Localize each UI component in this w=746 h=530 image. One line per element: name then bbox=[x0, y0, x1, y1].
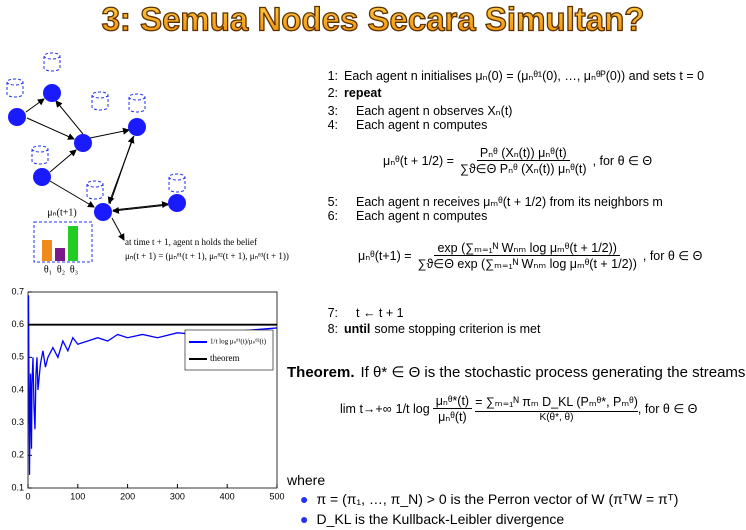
line-text: Each agent n computes bbox=[356, 209, 488, 223]
limit: lim t→+∞ bbox=[340, 401, 392, 416]
fraction: Pₙᶿ (Xₙ(t)) μₙᶿ(t) ∑ϑ∈Θ Pₙᶿ (Xₙ(t)) μₙᶿ(t… bbox=[457, 145, 590, 176]
line-number: 3: bbox=[327, 104, 338, 118]
line-number: 7: bbox=[327, 306, 338, 320]
sum: = ∑ₘ₌₁ᴺ πₘ D_KL (Pₘᶿ*, Pₘᶿ) bbox=[475, 394, 638, 412]
annotation: at time t + 1, agent n holds the belief bbox=[125, 237, 257, 247]
numerator: μₙᶿ*(t) bbox=[432, 393, 473, 409]
y-tick-label: 0.1 bbox=[11, 482, 24, 492]
where: where bbox=[287, 472, 326, 488]
algorithm-line: 4: Each agent n computes bbox=[300, 118, 488, 132]
algorithm-line: 2: repeat bbox=[300, 86, 386, 100]
bar-label: θ₂ bbox=[57, 264, 65, 275]
bullet: ● D_KL is the Kullback-Leibler divergence bbox=[300, 511, 564, 527]
legend bbox=[184, 329, 274, 371]
line-text: t ← t + 1 bbox=[356, 306, 404, 320]
bullet-text: π = (π₁, …, π_N) > 0 is the Perron vecto… bbox=[316, 491, 679, 507]
line-text: some stopping criterion is met bbox=[374, 322, 541, 336]
equation-condition: , for θ ∈ Θ bbox=[642, 249, 703, 263]
legend-label: 1/t log μₙᶿ¹(t)/μₙᶿ²(t) bbox=[210, 338, 267, 346]
keyword: until bbox=[344, 322, 371, 336]
line-text: Each agent n observes Xₙ(t) bbox=[356, 104, 513, 118]
equation-condition: , for θ ∈ Θ bbox=[637, 402, 698, 416]
y-tick-label: 0.7 bbox=[11, 286, 24, 296]
algorithm-line: 7: t ← t + 1 bbox=[300, 306, 404, 320]
chart: 0.1 0.2 0.3 0.4 0.5 0.6 0.7 0 100 200 300 400 500 1/t… bbox=[11, 286, 284, 501]
line-number: 1: bbox=[327, 69, 338, 83]
bullet-text: D_KL is the Kullback-Leibler divergence bbox=[316, 511, 565, 527]
algorithm-line: 6: Each agent n computes bbox=[300, 209, 488, 223]
theorem: Theorem. If θ* ∈ Θ is the stochastic proc… bbox=[287, 363, 746, 381]
bar-label: θ₁ bbox=[44, 264, 52, 275]
slide-title: 3: Semua Nodes Secara Simultan? bbox=[102, 1, 645, 38]
numerator: Pₙᶿ (Xₙ(t)) μₙᶿ(t) bbox=[476, 145, 570, 161]
factor: 1/t log bbox=[395, 401, 430, 416]
line-number: 5: bbox=[327, 195, 338, 209]
belief-label: μₙ(t+1) bbox=[47, 207, 76, 218]
line-text: Each agent n initialises μₙ(0) = (μₙᶿ¹(0… bbox=[344, 69, 705, 83]
denominator: μₙᶿ(t) bbox=[438, 410, 467, 424]
line-number: 8: bbox=[327, 322, 338, 336]
y-tick-label: 0.3 bbox=[11, 417, 24, 427]
sum-block: = ∑ₘ₌₁ᴺ πₘ D_KL (Pₘᶿ*, Pₘᶿ) K(θ*, θ) bbox=[475, 394, 638, 423]
belief-bar bbox=[42, 240, 52, 261]
x-tick-label: 400 bbox=[220, 491, 235, 501]
x-tick-label: 300 bbox=[170, 491, 185, 501]
algorithm-line: 8: until some stopping criterion is met bbox=[300, 322, 541, 336]
equation: μₙᶿ(t+1) = exp (∑ₘ₌₁ᴺ Wₙₘ log μₘᶿ(t + 1/2… bbox=[358, 240, 702, 271]
theorem-label: Theorem. bbox=[287, 364, 355, 381]
bullet: ● π = (π₁, …, π_N) > 0 is the Perron vect… bbox=[300, 491, 678, 507]
line-number: 2: bbox=[327, 86, 338, 100]
legend-label: theorem bbox=[210, 353, 240, 363]
keyword: repeat bbox=[344, 86, 382, 100]
y-tick-label: 0.6 bbox=[11, 319, 24, 329]
line-text: Each agent n receives μₘᶿ(t + 1/2) from … bbox=[356, 195, 663, 209]
algorithm-line: 3: Each agent n observes Xₙ(t) bbox=[300, 103, 513, 118]
theorem-equation: lim t→+∞ 1/t log μₙᶿ*(t) μₙᶿ(t) = ∑ₘ₌₁ᴺ πₘ D… bbox=[340, 393, 697, 424]
fraction: exp (∑ₘ₌₁ᴺ Wₙₘ log μₘᶿ(t + 1/2)) ∑ϑ∈Θ exp… bbox=[415, 240, 640, 271]
line-number: 6: bbox=[327, 209, 338, 223]
line-text: Each agent n computes bbox=[356, 118, 488, 132]
algorithm-line: 1: Each agent n initialises μₙ(0) = (μₙᶿ¹… bbox=[300, 68, 704, 83]
x-tick-label: 0 bbox=[25, 491, 30, 501]
equation-condition: , for θ ∈ Θ bbox=[592, 154, 653, 168]
data-stores bbox=[6, 52, 186, 200]
network bbox=[25, 98, 169, 241]
bar-label: θ₃ bbox=[70, 264, 78, 275]
equation: μₙᶿ(t + 1/2) = Pₙᶿ (Xₙ(t)) μₙᶿ(t) ∑ϑ∈Θ Pₙᶿ… bbox=[383, 145, 652, 176]
belief-box bbox=[33, 221, 93, 263]
bullet-dot: ● bbox=[300, 491, 309, 507]
x-tick-label: 500 bbox=[269, 491, 284, 501]
theorem-text: If θ* ∈ Θ is the stochastic process gene… bbox=[360, 364, 746, 381]
denominator: ∑ϑ∈Θ exp (∑ₘ₌₁ᴺ Wₙₘ log μₘᶿ(t + 1/2)) bbox=[417, 257, 637, 271]
x-tick-label: 100 bbox=[70, 491, 85, 501]
numerator: exp (∑ₘ₌₁ᴺ Wₙₘ log μₘᶿ(t + 1/2)) bbox=[434, 240, 620, 256]
agents bbox=[8, 84, 186, 221]
bullet-dot: ● bbox=[300, 511, 309, 527]
fraction: μₙᶿ*(t) μₙᶿ(t) bbox=[432, 393, 473, 424]
belief-bar bbox=[55, 248, 65, 261]
underbrace-label: K(θ*, θ) bbox=[539, 412, 574, 423]
algorithm-line: 5: Each agent n receives μₘᶿ(t + 1/2) fro… bbox=[300, 194, 663, 209]
belief-bar bbox=[68, 226, 78, 261]
equation-lhs: μₙᶿ(t + 1/2) = bbox=[383, 154, 454, 168]
annotation: μₙ(t + 1) = (μₙᶿ¹(t + 1), μₙᶿ²(t + 1), μ… bbox=[125, 251, 289, 261]
y-tick-label: 0.4 bbox=[11, 384, 24, 394]
series-line bbox=[27, 295, 278, 475]
denominator: ∑ϑ∈Θ Pₙᶿ (Xₙ(t)) μₙᶿ(t) bbox=[459, 162, 587, 176]
x-tick-label: 200 bbox=[120, 491, 135, 501]
line-number: 4: bbox=[327, 118, 338, 132]
y-tick-label: 0.5 bbox=[11, 352, 24, 362]
equation-lhs: μₙᶿ(t+1) = bbox=[358, 249, 412, 263]
plot-area bbox=[27, 291, 278, 489]
y-tick-label: 0.2 bbox=[11, 450, 24, 460]
